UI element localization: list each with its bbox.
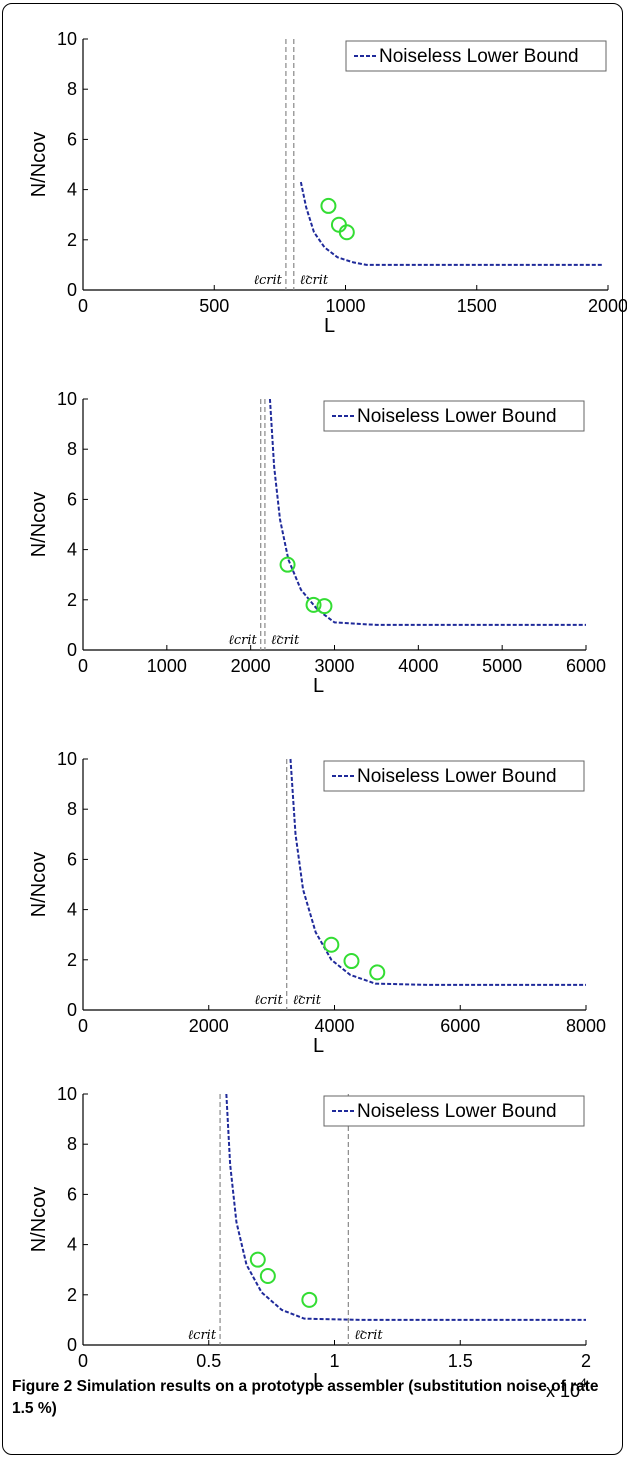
x-tick-label: 1000 (147, 656, 187, 676)
data-point (369, 964, 386, 981)
x-tick-label: 1000 (325, 296, 365, 316)
x-tick-label: 3000 (314, 656, 354, 676)
x-multiplier-exponent: 4 (580, 1376, 587, 1390)
chart-panel-2: 0 2 4 6 8 10 0 1000 2000 3000 4000 5000 6000 L N/Ncov ℓ… (28, 389, 606, 697)
y-tick-label: 4 (67, 1235, 77, 1255)
x-tick-label: 0 (78, 296, 88, 316)
x-axis-label: L (313, 675, 324, 697)
x-tick-label: 2 (581, 1351, 591, 1371)
x-axis-label: L (313, 1370, 324, 1392)
crit-label: ℓcrit (188, 1328, 217, 1343)
data-point (343, 953, 360, 970)
y-tick-label: 4 (67, 540, 77, 560)
crit-tilde-label: ℓ̃crit (300, 273, 329, 288)
y-tick-label: 0 (67, 1000, 77, 1020)
y-tick-label: 4 (67, 900, 77, 920)
legend-label: Noiseless Lower Bound (357, 1101, 557, 1122)
legend-label: Noiseless Lower Bound (379, 46, 579, 67)
caption-text: Simulation results on a prototype assemb… (12, 1378, 599, 1417)
x-axis-label: L (324, 315, 335, 337)
y-tick-label: 2 (67, 590, 77, 610)
crit-tilde-label: ℓ̃crit (293, 993, 322, 1008)
data-point (320, 197, 337, 214)
crit-label: ℓcrit (254, 273, 283, 288)
data-point (301, 1291, 318, 1308)
x-tick-label: 2000 (588, 296, 627, 316)
data-point (249, 1251, 266, 1268)
y-tick-label: 8 (67, 1134, 77, 1154)
lower-bound-line (268, 398, 586, 626)
lower-bound-line (225, 1093, 586, 1321)
x-axis-label: L (313, 1035, 324, 1057)
y-axis-label: N/Ncov (28, 132, 50, 198)
y-axis-label: N/Ncov (28, 852, 50, 918)
figure-caption: Figure 2 Simulation results on a prototy… (12, 1376, 612, 1420)
lower-bound-line (289, 758, 586, 986)
y-tick-label: 6 (67, 849, 77, 869)
data-point (316, 598, 333, 615)
data-point (305, 596, 322, 613)
x-tick-label: 4000 (398, 656, 438, 676)
figure-frame: 0 2 4 6 8 10 0 500 1000 1500 2000 L N/Ncov ℓcrit ℓ̃cri… (2, 3, 627, 1455)
y-axis-label: N/Ncov (28, 1187, 50, 1253)
legend-label: Noiseless Lower Bound (357, 766, 557, 787)
x-tick-label: 500 (199, 296, 229, 316)
x-tick-label: 0 (78, 1351, 88, 1371)
y-tick-label: 2 (67, 230, 77, 250)
data-point (323, 936, 340, 953)
y-tick-label: 8 (67, 799, 77, 819)
x-tick-label: 0.5 (196, 1351, 221, 1371)
caption-lead: Figure 2 (12, 1378, 73, 1395)
chart-panel-3: 0 2 4 6 8 10 0 2000 4000 6000 8000 L N/Ncov ℓcrit ℓ̃cr… (28, 749, 606, 1057)
x-tick-label: 0 (78, 656, 88, 676)
x-tick-label: 8000 (566, 1016, 606, 1036)
x-tick-label: 2000 (231, 656, 271, 676)
y-axis-label: N/Ncov (28, 492, 50, 558)
x-tick-label: 4000 (314, 1016, 354, 1036)
data-point (330, 216, 347, 233)
y-tick-label: 4 (67, 180, 77, 200)
crit-label: ℓcrit (228, 633, 257, 648)
y-tick-label: 6 (67, 129, 77, 149)
legend-box (323, 760, 585, 792)
legend-label: Noiseless Lower Bound (357, 406, 557, 427)
y-tick-label: 8 (67, 439, 77, 459)
y-tick-label: 6 (67, 489, 77, 509)
x-tick-label: 5000 (482, 656, 522, 676)
y-tick-label: 0 (67, 640, 77, 660)
y-tick-label: 10 (57, 389, 77, 409)
data-point (279, 556, 296, 573)
x-tick-label: 1.5 (448, 1351, 473, 1371)
x-tick-label: 6000 (566, 656, 606, 676)
crit-tilde-label: ℓ̃crit (354, 1328, 383, 1343)
data-point (338, 224, 355, 241)
x-tick-label: 1 (329, 1351, 339, 1371)
lower-bound-line (299, 181, 603, 266)
y-tick-label: 0 (67, 280, 77, 300)
x-multiplier: x 10 (546, 1381, 580, 1401)
y-tick-label: 2 (67, 950, 77, 970)
y-tick-label: 10 (57, 29, 77, 49)
y-tick-label: 10 (57, 749, 77, 769)
x-tick-label: 0 (78, 1016, 88, 1036)
y-tick-label: 10 (57, 1084, 77, 1104)
crit-label: ℓcrit (254, 993, 283, 1008)
chart-panel-1: 0 2 4 6 8 10 0 500 1000 1500 2000 L N/Ncov ℓcrit ℓ̃cri… (28, 29, 627, 337)
x-tick-label: 6000 (440, 1016, 480, 1036)
legend-box (345, 40, 607, 72)
y-tick-label: 8 (67, 79, 77, 99)
x-tick-label: 1500 (457, 296, 497, 316)
x-tick-label: 2000 (189, 1016, 229, 1036)
data-point (259, 1267, 276, 1284)
legend-box (323, 1095, 585, 1127)
y-tick-label: 2 (67, 1285, 77, 1305)
y-tick-label: 0 (67, 1335, 77, 1355)
crit-tilde-label: ℓ̃crit (271, 633, 300, 648)
legend-box (323, 400, 585, 432)
y-tick-label: 6 (67, 1184, 77, 1204)
